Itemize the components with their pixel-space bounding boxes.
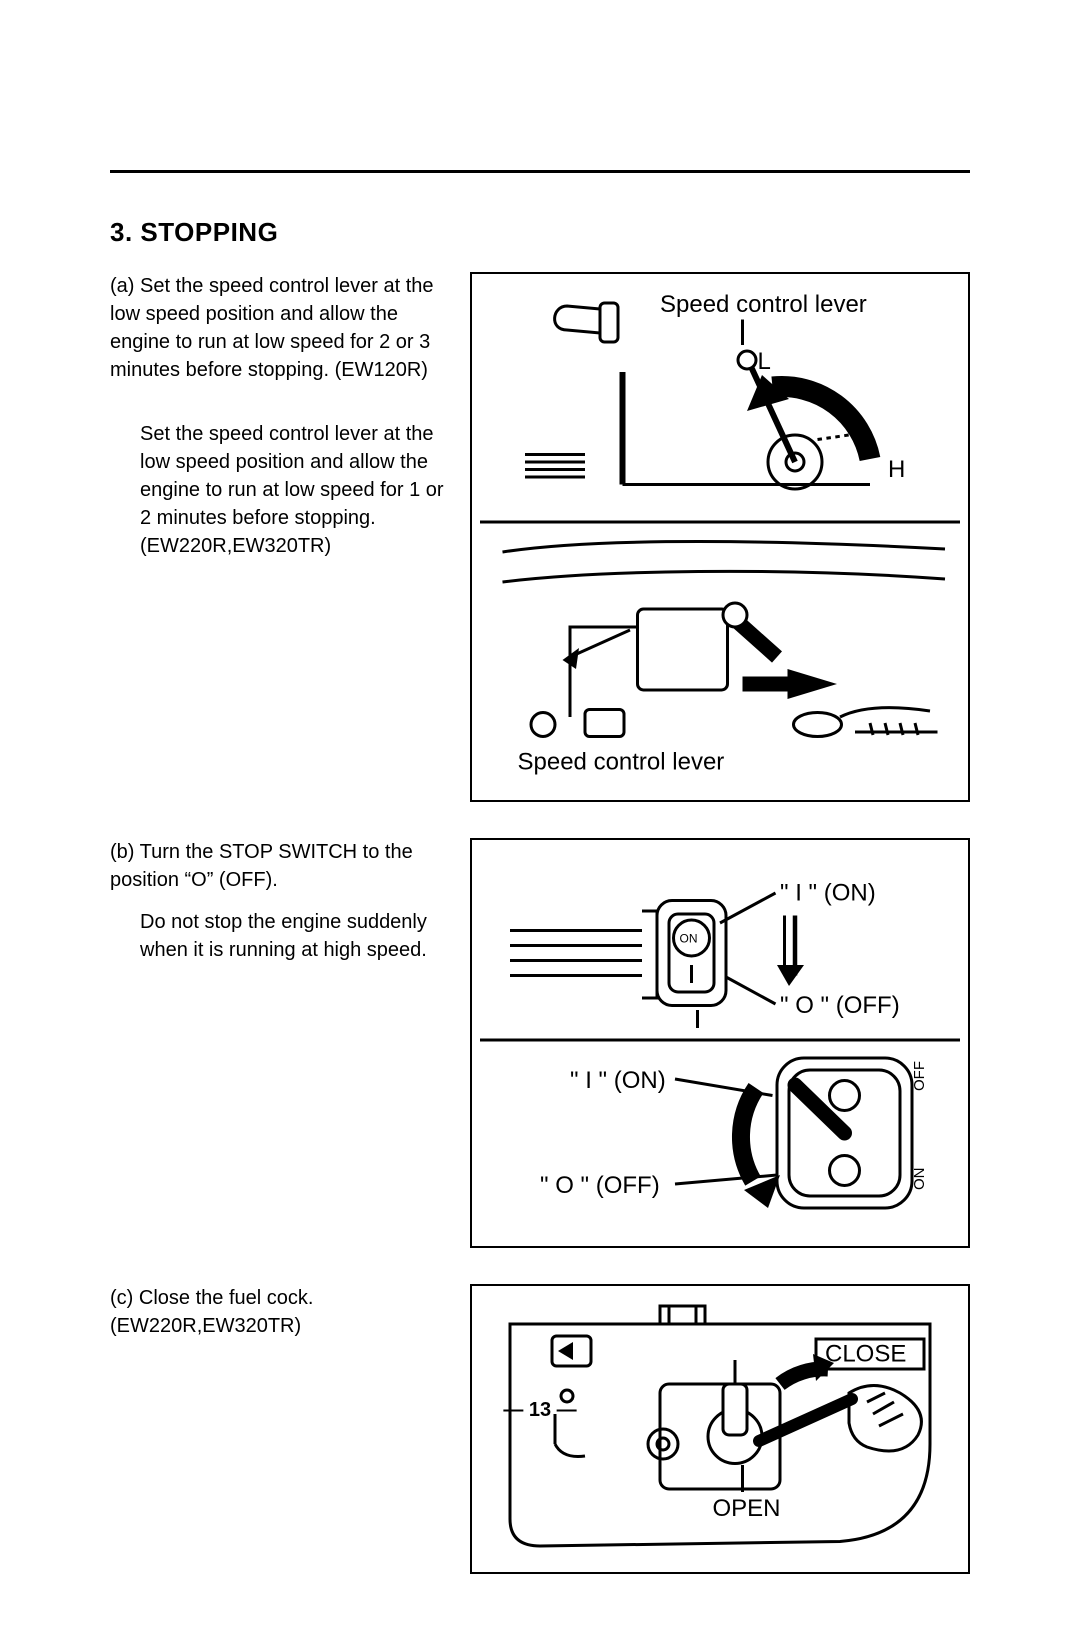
svg-text:ON: ON bbox=[911, 1168, 928, 1191]
item-a-p1: (a) Set the speed control lever at the l… bbox=[110, 272, 446, 384]
svg-text:Speed control lever: Speed control lever bbox=[660, 291, 867, 318]
page-number-value: 13 bbox=[529, 1399, 551, 1421]
item-b-text1: Turn the STOP SWITCH to the position “O”… bbox=[110, 841, 413, 891]
row-a: (a) Set the speed control lever at the l… bbox=[110, 272, 970, 802]
section-title-text: STOPPING bbox=[140, 217, 278, 247]
fuel-cock-svg: CLOSE OPEN bbox=[480, 1294, 960, 1564]
svg-text:" I " (ON): " I " (ON) bbox=[780, 880, 876, 907]
item-c-text1: Close the fuel cock. (EW220R,EW320TR) bbox=[110, 1287, 313, 1337]
item-b-p2: Do not stop the engine suddenly when it … bbox=[110, 908, 446, 964]
item-b-p1: (b) Turn the STOP SWITCH to the position… bbox=[110, 838, 446, 894]
figure-fuel-cock: CLOSE OPEN bbox=[470, 1284, 970, 1574]
page: 3. STOPPING (a) Set the speed control le… bbox=[0, 0, 1080, 1634]
fig-a-col: Speed control lever L H bbox=[470, 272, 970, 802]
svg-text:" O " (OFF): " O " (OFF) bbox=[780, 992, 900, 1019]
figure-stop-switch: " I " (ON) " O " (OFF) ON bbox=[470, 838, 970, 1248]
stop-switch-svg: " I " (ON) " O " (OFF) ON bbox=[480, 848, 960, 1238]
svg-text:H: H bbox=[888, 456, 905, 483]
top-rule bbox=[110, 170, 970, 173]
item-a-text1: Set the speed control lever at the low s… bbox=[110, 275, 434, 381]
page-number: — 13 — bbox=[0, 1399, 1080, 1422]
text-c: (c) Close the fuel cock. (EW220R,EW320TR… bbox=[110, 1284, 470, 1376]
row-c: (c) Close the fuel cock. (EW220R,EW320TR… bbox=[110, 1284, 970, 1574]
text-a: (a) Set the speed control lever at the l… bbox=[110, 272, 470, 596]
item-c-p1: (c) Close the fuel cock. (EW220R,EW320TR… bbox=[110, 1284, 446, 1340]
svg-text:ON: ON bbox=[680, 932, 698, 946]
section-number: 3. bbox=[110, 217, 133, 247]
item-b-label: (b) bbox=[110, 841, 134, 863]
item-c-label: (c) bbox=[110, 1287, 133, 1309]
svg-text:CLOSE: CLOSE bbox=[825, 1341, 906, 1368]
fig-c-col: CLOSE OPEN bbox=[470, 1284, 970, 1574]
item-a-p2: Set the speed control lever at the low s… bbox=[110, 420, 446, 560]
svg-text:L: L bbox=[758, 348, 771, 375]
text-b: (b) Turn the STOP SWITCH to the position… bbox=[110, 838, 470, 1000]
svg-text:OPEN: OPEN bbox=[713, 1495, 781, 1522]
svg-text:" I " (ON): " I " (ON) bbox=[570, 1067, 666, 1094]
svg-text:Speed control lever: Speed control lever bbox=[518, 749, 725, 776]
figure-speed-lever: Speed control lever L H bbox=[470, 272, 970, 802]
svg-text:OFF: OFF bbox=[911, 1061, 928, 1091]
svg-text:" O " (OFF): " O " (OFF) bbox=[540, 1172, 660, 1199]
fig-b-col: " I " (ON) " O " (OFF) ON bbox=[470, 838, 970, 1248]
section-title: 3. STOPPING bbox=[110, 217, 970, 248]
row-b: (b) Turn the STOP SWITCH to the position… bbox=[110, 838, 970, 1248]
item-a-label: (a) bbox=[110, 275, 134, 297]
speed-lever-svg: Speed control lever L H bbox=[480, 282, 960, 792]
